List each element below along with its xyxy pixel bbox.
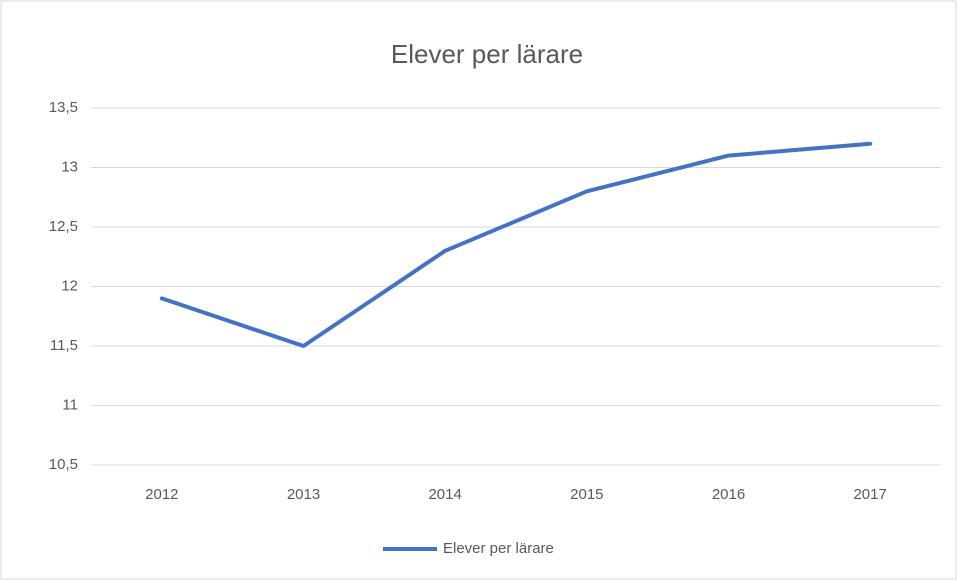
y-tick-label: 13,5	[49, 99, 78, 116]
y-tick-label: 12	[61, 277, 78, 294]
x-tick-label: 2012	[145, 486, 178, 503]
y-tick-label: 12,5	[49, 218, 78, 235]
y-tick-label: 11,5	[50, 337, 78, 354]
x-tick-label: 2014	[428, 486, 461, 503]
x-tick-label: 2015	[570, 486, 603, 503]
line-series	[159, 141, 873, 348]
y-tick-label: 10,5	[49, 456, 78, 473]
chart-title: Elever per lärare	[391, 39, 583, 69]
x-tick-label: 2013	[287, 486, 320, 503]
y-tick-label: 11	[62, 396, 78, 413]
y-tick-label: 13	[61, 158, 78, 175]
legend-label: Elever per lärare	[443, 540, 554, 557]
x-tick-label: 2016	[712, 486, 745, 503]
x-tick-label: 2017	[853, 486, 886, 503]
